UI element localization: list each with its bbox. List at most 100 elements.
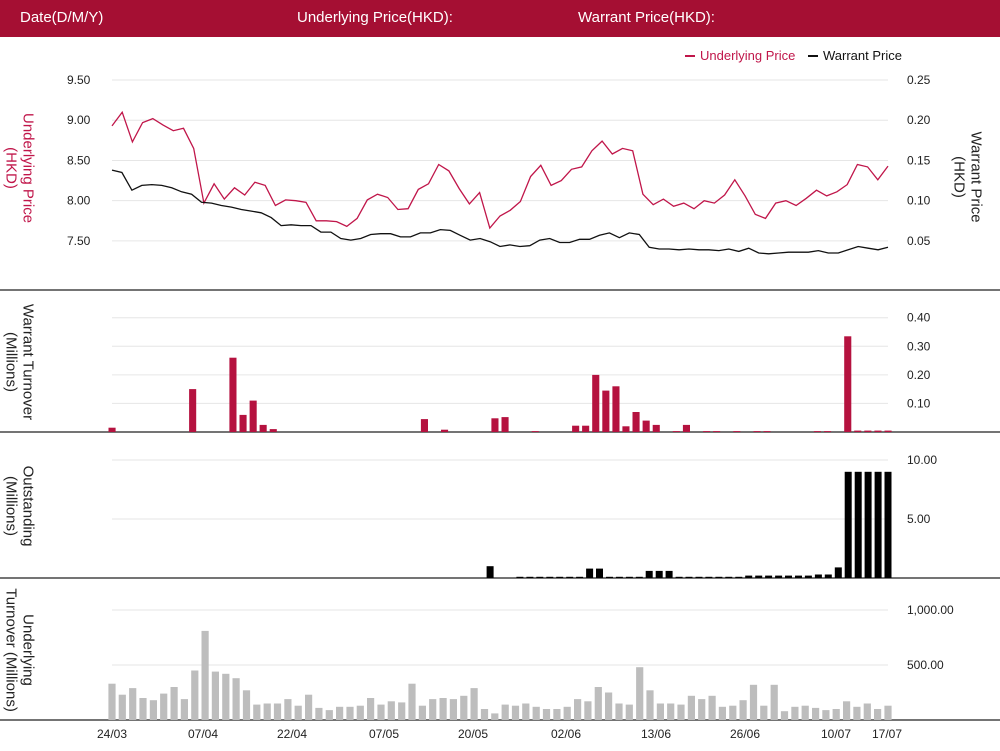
warrant-turnover-bar <box>189 389 197 432</box>
y-tick-right: 0.20 <box>907 368 931 382</box>
underlying-turnover-bar <box>532 706 540 720</box>
y-tick-right: 0.15 <box>907 153 931 167</box>
outstanding-bar <box>536 576 544 578</box>
underlying-turnover-bar <box>315 707 323 720</box>
outstanding-bar <box>615 576 623 578</box>
outstanding-bar <box>725 576 733 578</box>
warrant-turnover-bar <box>622 426 630 432</box>
y-tick-left: 7.50 <box>67 234 91 248</box>
outstanding-bar <box>884 471 892 578</box>
underlying-turnover-bar <box>843 701 851 720</box>
outstanding-bar <box>715 576 723 578</box>
y-tick-right: 0.25 <box>907 73 931 87</box>
underlying-turnover-bar <box>118 694 126 720</box>
warrant-turnover-bar <box>733 431 741 432</box>
outstanding-bar <box>685 576 693 578</box>
header-bar: Date(D/M/Y) Underlying Price(HKD): Warra… <box>0 0 1000 37</box>
y-axis-title-left: Underlying Price(HKD) <box>3 113 37 223</box>
outstanding-bar <box>775 575 783 578</box>
outstanding-bar <box>824 574 832 578</box>
legend-underlying-label: Underlying Price <box>700 48 795 63</box>
warrant-turnover-bar <box>763 431 771 432</box>
y-tick-left: 8.00 <box>67 194 91 208</box>
underlying-turnover-bar <box>884 705 892 720</box>
y-tick-right: 0.30 <box>907 339 931 353</box>
underlying-turnover-bar <box>449 699 457 720</box>
warrant-turnover-bar <box>703 431 711 432</box>
underlying-turnover-bar <box>429 699 437 720</box>
outstanding-bar <box>814 574 822 578</box>
underlying-turnover-bar <box>408 683 416 720</box>
underlying-turnover-bar <box>108 683 116 720</box>
underlying-turnover-bar <box>232 678 240 720</box>
underlying-turnover-bar <box>201 630 209 720</box>
underlying-turnover-bar <box>553 709 561 720</box>
outstanding-bar <box>765 575 773 578</box>
warrant-turnover-bar <box>652 424 660 432</box>
underlying-turnover-bar <box>253 704 261 720</box>
warrant-turnover-bar <box>491 418 499 432</box>
underlying-turnover-bar <box>801 705 809 720</box>
underlying-turnover-bar <box>480 709 489 720</box>
outstanding-bar <box>695 576 703 578</box>
underlying-turnover-bar <box>191 670 199 720</box>
x-tick-label: 07/05 <box>369 727 399 741</box>
x-tick-label: 13/06 <box>641 727 671 741</box>
underlying-turnover-bar <box>377 704 385 720</box>
outstanding-bar <box>516 576 524 578</box>
underlying-turnover-bar <box>439 698 447 720</box>
outstanding-y-axis-title: Outstanding(Millions) <box>3 466 37 547</box>
underlying-turnover-bar <box>460 695 468 720</box>
underlying-turnover-bar <box>501 704 509 720</box>
underlying-turnover-bar <box>356 705 364 720</box>
underlying-price-line <box>111 110 889 230</box>
y-tick-right: 0.40 <box>907 311 931 325</box>
outstanding-bar <box>854 471 862 578</box>
warrant-turnover-y-axis-title-line: Warrant Turnover <box>20 304 37 420</box>
y-tick-left: 9.00 <box>67 113 91 127</box>
x-tick-label: 17/07 <box>872 727 902 741</box>
y-tick-left: 9.50 <box>67 73 91 87</box>
outstanding-bar <box>864 471 872 578</box>
y-axis-title-right-line: (HKD) <box>951 156 968 198</box>
underlying-turnover-bar <box>574 699 582 720</box>
y-tick-right: 1,000.00 <box>907 603 954 617</box>
legend-warrant-label: Warrant Price <box>823 48 902 63</box>
warrant-turnover-bar <box>884 430 892 432</box>
outstanding-y-axis-title-line: Outstanding <box>20 466 37 547</box>
underlying-turnover-bar <box>863 703 871 720</box>
underlying-turnover-bar <box>367 698 375 720</box>
outstanding-bar <box>586 568 594 578</box>
warrant-turnover-bar <box>682 424 690 432</box>
underlying-turnover-bar <box>729 705 737 720</box>
warrant-price-label: Warrant Price(HKD): <box>578 9 715 26</box>
x-tick-label: 24/03 <box>97 727 127 741</box>
warrant-turnover-bar <box>854 430 862 432</box>
y-axis-title-left-line: (HKD) <box>3 147 20 189</box>
underlying-turnover-bar <box>242 690 251 720</box>
warrant-turnover-bar <box>713 431 721 432</box>
underlying-turnover-bar <box>170 687 178 720</box>
x-tick-label: 20/05 <box>458 727 488 741</box>
warrant-turnover-bar <box>239 414 247 432</box>
underlying-turnover-bar <box>770 684 778 720</box>
underlying-turnover-bar <box>636 667 644 720</box>
outstanding-bar <box>635 576 643 578</box>
y-axis-title-right-line: Warrant Price <box>968 131 985 222</box>
outstanding-bar <box>755 575 763 578</box>
underlying-turnover-y-axis-title-line: Underlying <box>20 614 37 686</box>
outstanding-bar <box>566 576 574 578</box>
outstanding-bar <box>606 576 613 578</box>
outstanding-bar <box>546 576 554 578</box>
x-tick-label: 26/06 <box>730 727 760 741</box>
underlying-turnover-bar <box>584 701 592 720</box>
warrant-turnover-bar <box>672 431 680 432</box>
outstanding-bar <box>655 570 663 578</box>
underlying-price-label: Underlying Price(HKD): <box>297 9 453 26</box>
underlying-turnover-bar <box>305 694 313 720</box>
underlying-turnover-bar <box>656 703 664 720</box>
warrant-turnover-bar <box>632 412 640 432</box>
outstanding-bar <box>735 576 743 578</box>
outstanding-bar <box>804 575 812 578</box>
warrant-turnover-bar <box>108 427 116 432</box>
